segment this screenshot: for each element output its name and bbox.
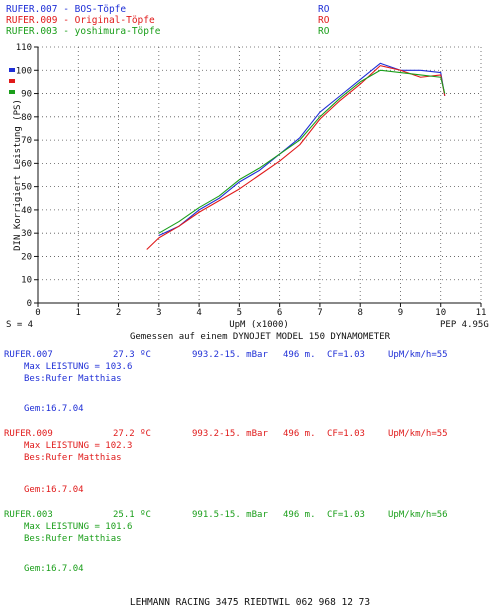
run-date: Gem:16.7.04 [24, 485, 84, 495]
y-tick-label: 0 [27, 299, 32, 309]
run-date: Gem:16.7.04 [24, 404, 84, 414]
legend-marker [9, 90, 15, 94]
dyno-chart: 0 1 2 3 4 5 6 7 8 9 10 110102030405060708090100110 … [6, 43, 489, 342]
run-temp: 27.2 ºC [113, 429, 151, 439]
run-pressure: 991.5-15. mBar [192, 510, 268, 520]
run-ratio: UpM/km/h=56 [388, 510, 448, 520]
run-operator: Bes:Rufer Matthias [24, 453, 122, 463]
run-name: RUFER.009 [4, 429, 53, 439]
run-cf: CF=1.03 [327, 510, 365, 520]
footer-company: LEHMANN RACING 3475 RIEDTWIL 062 968 12 … [129, 597, 371, 608]
series-lines [146, 62, 446, 250]
x-tick-label: 4 [196, 308, 201, 318]
x-tick-label: 10 [435, 308, 446, 318]
y-tick-label: 50 [21, 183, 32, 193]
x-tick-label: 6 [277, 308, 282, 318]
run-altitude: 496 m. [283, 510, 316, 520]
run-ratio: UpM/km/h=55 [388, 350, 448, 360]
x-tick-label: 8 [357, 308, 362, 318]
y-tick-label: 80 [21, 113, 32, 123]
x-tick-label: 0 [35, 308, 40, 318]
legend-entry-1: RUFER.009 - Original-Töpfe [6, 15, 155, 26]
s-value: S = 4 [6, 320, 33, 330]
y-tick-label: 70 [21, 136, 32, 146]
legend-tag-0: RO [318, 4, 330, 15]
y-tick-label: 40 [21, 206, 32, 216]
run-name: RUFER.007 [4, 350, 53, 360]
run-pressure: 993.2-15. mBar [192, 350, 268, 360]
x-tick-label: 9 [398, 308, 403, 318]
y-tick-label: 100 [16, 66, 32, 76]
x-tick-label: 1 [76, 308, 81, 318]
y-tick-label: 90 [21, 90, 32, 100]
y-tick-label: 60 [21, 159, 32, 169]
legend-entry-2: RUFER.003 - yoshimura-Töpfe [6, 26, 161, 37]
run-max-power: Max LEISTUNG = 101.6 [24, 522, 133, 532]
y-axis-label: DIN Korrigiert Leistung (PS) [13, 99, 23, 251]
legend-markers [9, 68, 15, 94]
run-name: RUFER.003 [4, 510, 53, 520]
legend-entry-0: RUFER.007 - BOS-Töpfe [6, 4, 127, 15]
run-altitude: 496 m. [283, 350, 316, 360]
run-cf: CF=1.03 [327, 350, 365, 360]
legend-marker [9, 79, 15, 83]
y-tick-label: 110 [16, 43, 32, 53]
run-max-power: Max LEISTUNG = 103.6 [24, 362, 133, 372]
run-altitude: 496 m. [283, 429, 316, 439]
run-operator: Bes:Rufer Matthias [24, 374, 122, 384]
run-date: Gem:16.7.04 [24, 564, 84, 574]
x-tick-label: 11 [476, 308, 487, 318]
legend-tag-2: RO [318, 26, 330, 37]
y-tick-label: 10 [21, 276, 32, 286]
run-temp: 27.3 ºC [113, 350, 151, 360]
x-axis-label: UpM (x1000) [229, 320, 289, 330]
series-line [158, 62, 446, 237]
y-tick-label: 30 [21, 229, 32, 239]
legend-marker [9, 68, 15, 72]
series-line [146, 65, 446, 250]
x-tick-label: 5 [237, 308, 242, 318]
pep-label: PEP 4.95G [440, 320, 489, 330]
grid [38, 46, 482, 303]
run-pressure: 993.2-15. mBar [192, 429, 268, 439]
run-temp: 25.1 ºC [113, 510, 151, 520]
run-ratio: UpM/km/h=55 [388, 429, 448, 439]
legend-tag-1: RO [318, 15, 330, 26]
x-tick-label: 3 [156, 308, 161, 318]
axes [34, 46, 482, 307]
measured-note: Gemessen auf einem DYNOJET MODEL 150 DYN… [130, 332, 391, 342]
run-max-power: Max LEISTUNG = 102.3 [24, 441, 133, 451]
series-line [158, 69, 446, 234]
y-tick-label: 20 [21, 252, 32, 262]
run-cf: CF=1.03 [327, 429, 365, 439]
run-operator: Bes:Rufer Matthias [24, 534, 122, 544]
x-tick-label: 7 [317, 308, 322, 318]
x-tick-label: 2 [116, 308, 121, 318]
